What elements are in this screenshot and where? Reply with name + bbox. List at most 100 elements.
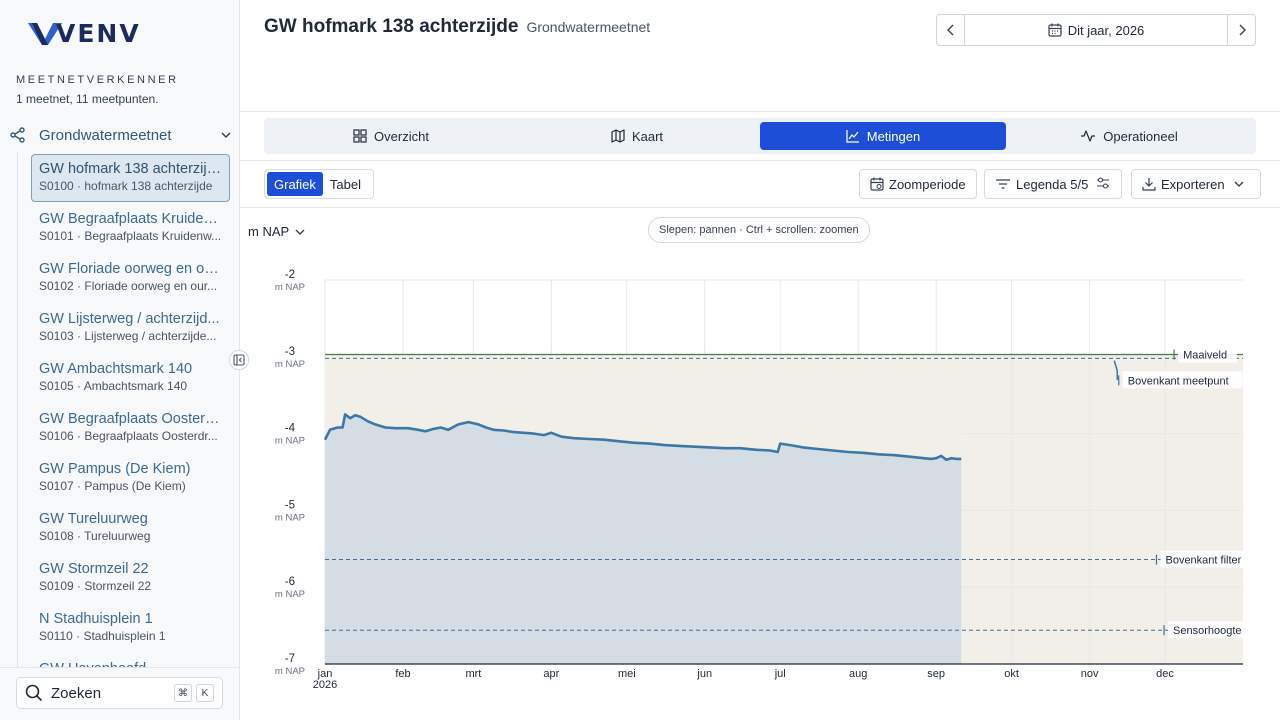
location-item[interactable]: N Stadhuisplein 1 S0110 · Stadhuisplein 1 xyxy=(31,604,230,652)
future-region xyxy=(961,354,1243,664)
location-code: S0106 · Begraafplaats Oosterdr... xyxy=(39,429,218,443)
tab-label: Operationeel xyxy=(1103,128,1178,144)
export-button[interactable]: Exporteren xyxy=(1131,169,1261,199)
y-tick-label: -4 xyxy=(285,423,296,435)
period-picker-button[interactable]: Dit jaar, 2026 xyxy=(965,15,1227,45)
network-label: Grondwatermeetnet xyxy=(39,126,172,144)
search-button[interactable]: Zoeken ⌘ K xyxy=(16,677,223,709)
tab-operationeel[interactable]: Operationeel xyxy=(1006,122,1252,150)
x-tick-label: mrt xyxy=(465,668,481,680)
view-mode-toggle: Grafiek Tabel xyxy=(264,169,374,199)
y-tick-unit: m NAP xyxy=(275,359,305,370)
tree-line xyxy=(17,152,18,672)
location-name: N Stadhuisplein 1 xyxy=(39,611,153,627)
location-code: S0108 · Tureluurweg xyxy=(39,529,151,543)
y-tick-unit: m NAP xyxy=(275,666,305,677)
series-area xyxy=(325,354,962,664)
legend-button[interactable]: Legenda 5/5 xyxy=(984,169,1123,199)
location-item[interactable]: GW Ambachtsmark 140 S0105 · Ambachtsmark … xyxy=(31,354,230,402)
series-line xyxy=(323,413,962,461)
measurement-chart[interactable]: Maaiveld Bovenkant meetpunt Bovenkant filt… xyxy=(240,0,1280,720)
location-code: S0109 · Stormzeil 22 xyxy=(39,579,152,593)
main-panel: GW hofmark 138 achterzijde Grondwatermee… xyxy=(240,0,1280,720)
location-code: S0101 · Begraafplaats Kruidenw... xyxy=(39,229,222,243)
x-tick-label: feb xyxy=(395,668,410,680)
sidebar-subtitle: 1 meetnet, 11 meetpunten. xyxy=(16,92,159,106)
x-tick-label: dec xyxy=(1156,668,1174,680)
collapse-panel-icon xyxy=(233,354,245,366)
y-tick-unit: m NAP xyxy=(275,436,305,447)
next-period-button[interactable] xyxy=(1227,15,1255,45)
unit-selector[interactable]: m NAP xyxy=(248,224,306,239)
map-icon xyxy=(611,129,625,143)
search-icon xyxy=(25,684,43,702)
calendar-zoom-icon xyxy=(870,177,884,191)
zoom-period-button[interactable]: Zoomperiode xyxy=(859,169,977,199)
search-area: Zoeken ⌘ K xyxy=(0,667,239,720)
zoom-period-label: Zoomperiode xyxy=(889,176,966,192)
location-item[interactable]: GW Begraafplaats Oosterd... S0106 · Begra… xyxy=(31,404,230,452)
location-list: GW hofmark 138 achterzijde S0100 · hofmar… xyxy=(31,154,230,704)
graph-view-button[interactable]: Grafiek xyxy=(267,172,323,196)
y-tick-label: -5 xyxy=(285,499,295,511)
x-tick-label: jun xyxy=(696,668,712,680)
page-title-main: GW hofmark 138 achterzijde xyxy=(264,16,519,37)
location-name: GW Begraafplaats Oosterd... xyxy=(39,411,222,427)
y-tick-unit: m NAP xyxy=(275,282,305,293)
y-tick-label: -6 xyxy=(285,576,295,588)
location-item[interactable]: GW Lijsterweg / achterzijd... S0103 · Lij… xyxy=(31,304,230,352)
x-tick-label: apr xyxy=(543,668,559,680)
location-name: GW hofmark 138 achterzijde xyxy=(39,161,222,177)
view-tabs: Overzicht Kaart Metingen Operationeel xyxy=(264,118,1256,154)
sidebar-title: MEETNETVERKENNER xyxy=(16,74,179,86)
location-item[interactable]: GW Pampus (De Kiem) S0107 · Pampus (De Ki… xyxy=(31,454,230,502)
y-tick-label: -3 xyxy=(285,346,295,358)
interaction-hint: Slepen: pannen · Ctrl + scrollen: zoomen xyxy=(648,217,870,243)
tab-kaart[interactable]: Kaart xyxy=(514,122,760,150)
unit-label: m NAP xyxy=(248,224,290,239)
table-view-button[interactable]: Tabel xyxy=(329,176,361,192)
collapse-sidebar-button[interactable] xyxy=(229,350,249,370)
tab-metingen[interactable]: Metingen xyxy=(760,122,1006,150)
location-code: S0102 · Floriade oorweg en our... xyxy=(39,279,218,293)
location-item[interactable]: GW hofmark 138 achterzijde S0100 · hofmar… xyxy=(31,154,230,202)
location-name: GW Ambachtsmark 140 xyxy=(39,361,193,377)
y-tick-label: -2 xyxy=(285,269,295,281)
download-icon xyxy=(1142,178,1156,191)
location-name: GW Stormzeil 22 xyxy=(39,561,149,577)
location-item[interactable]: GW Stormzeil 22 S0109 · Stormzeil 22 xyxy=(31,554,230,602)
location-item[interactable]: GW Floriade oorweg en ou... S0102 · Flori… xyxy=(31,254,230,302)
location-code: S0100 · hofmark 138 achterzijde xyxy=(39,179,213,193)
location-code: S0107 · Pampus (De Kiem) xyxy=(39,479,186,493)
legend-settings-button[interactable] xyxy=(1096,176,1115,193)
location-name: GW Tureluurweg xyxy=(39,511,148,527)
location-name: GW Lijsterweg / achterzijd... xyxy=(39,311,220,327)
x-tick-label: sep xyxy=(927,668,945,680)
location-name: GW Floriade oorweg en ou... xyxy=(39,261,222,277)
period-selector: Dit jaar, 2026 xyxy=(936,14,1256,46)
sidebar: VENV MEETNETVERKENNER 1 meetnet, 11 meet… xyxy=(0,0,240,720)
chevron-left-icon xyxy=(946,24,953,36)
search-label: Zoeken xyxy=(51,684,102,702)
plot-area xyxy=(325,280,1243,664)
location-name: GW Pampus (De Kiem) xyxy=(39,461,191,477)
logo[interactable]: VENV xyxy=(28,19,141,48)
unsaturated-area xyxy=(325,354,962,460)
previous-period-button[interactable] xyxy=(937,15,965,45)
sliders-icon xyxy=(1097,176,1110,189)
x-tick-label: jan xyxy=(317,668,333,680)
network-icon xyxy=(10,127,25,143)
shortcut-key-k: K xyxy=(196,684,214,702)
page-title: GW hofmark 138 achterzijde Grondwatermee… xyxy=(264,16,650,38)
network-group-toggle[interactable]: Grondwatermeetnet xyxy=(10,124,232,146)
location-item[interactable]: GW Tureluurweg S0108 · Tureluurweg xyxy=(31,504,230,552)
tab-overzicht[interactable]: Overzicht xyxy=(268,122,514,150)
x-tick-label: okt xyxy=(1004,668,1019,680)
reference-label-bg xyxy=(1178,345,1237,363)
location-code: S0103 · Lijsterweg / achterzijde... xyxy=(39,329,217,343)
chevron-down-icon xyxy=(1234,181,1244,187)
location-code: S0110 · Stadhuisplein 1 xyxy=(39,629,166,643)
tabs-divider xyxy=(240,160,1280,161)
location-item[interactable]: GW Begraafplaats Kruiden... S0101 · Begra… xyxy=(31,204,230,252)
y-tick-unit: m NAP xyxy=(275,512,305,523)
